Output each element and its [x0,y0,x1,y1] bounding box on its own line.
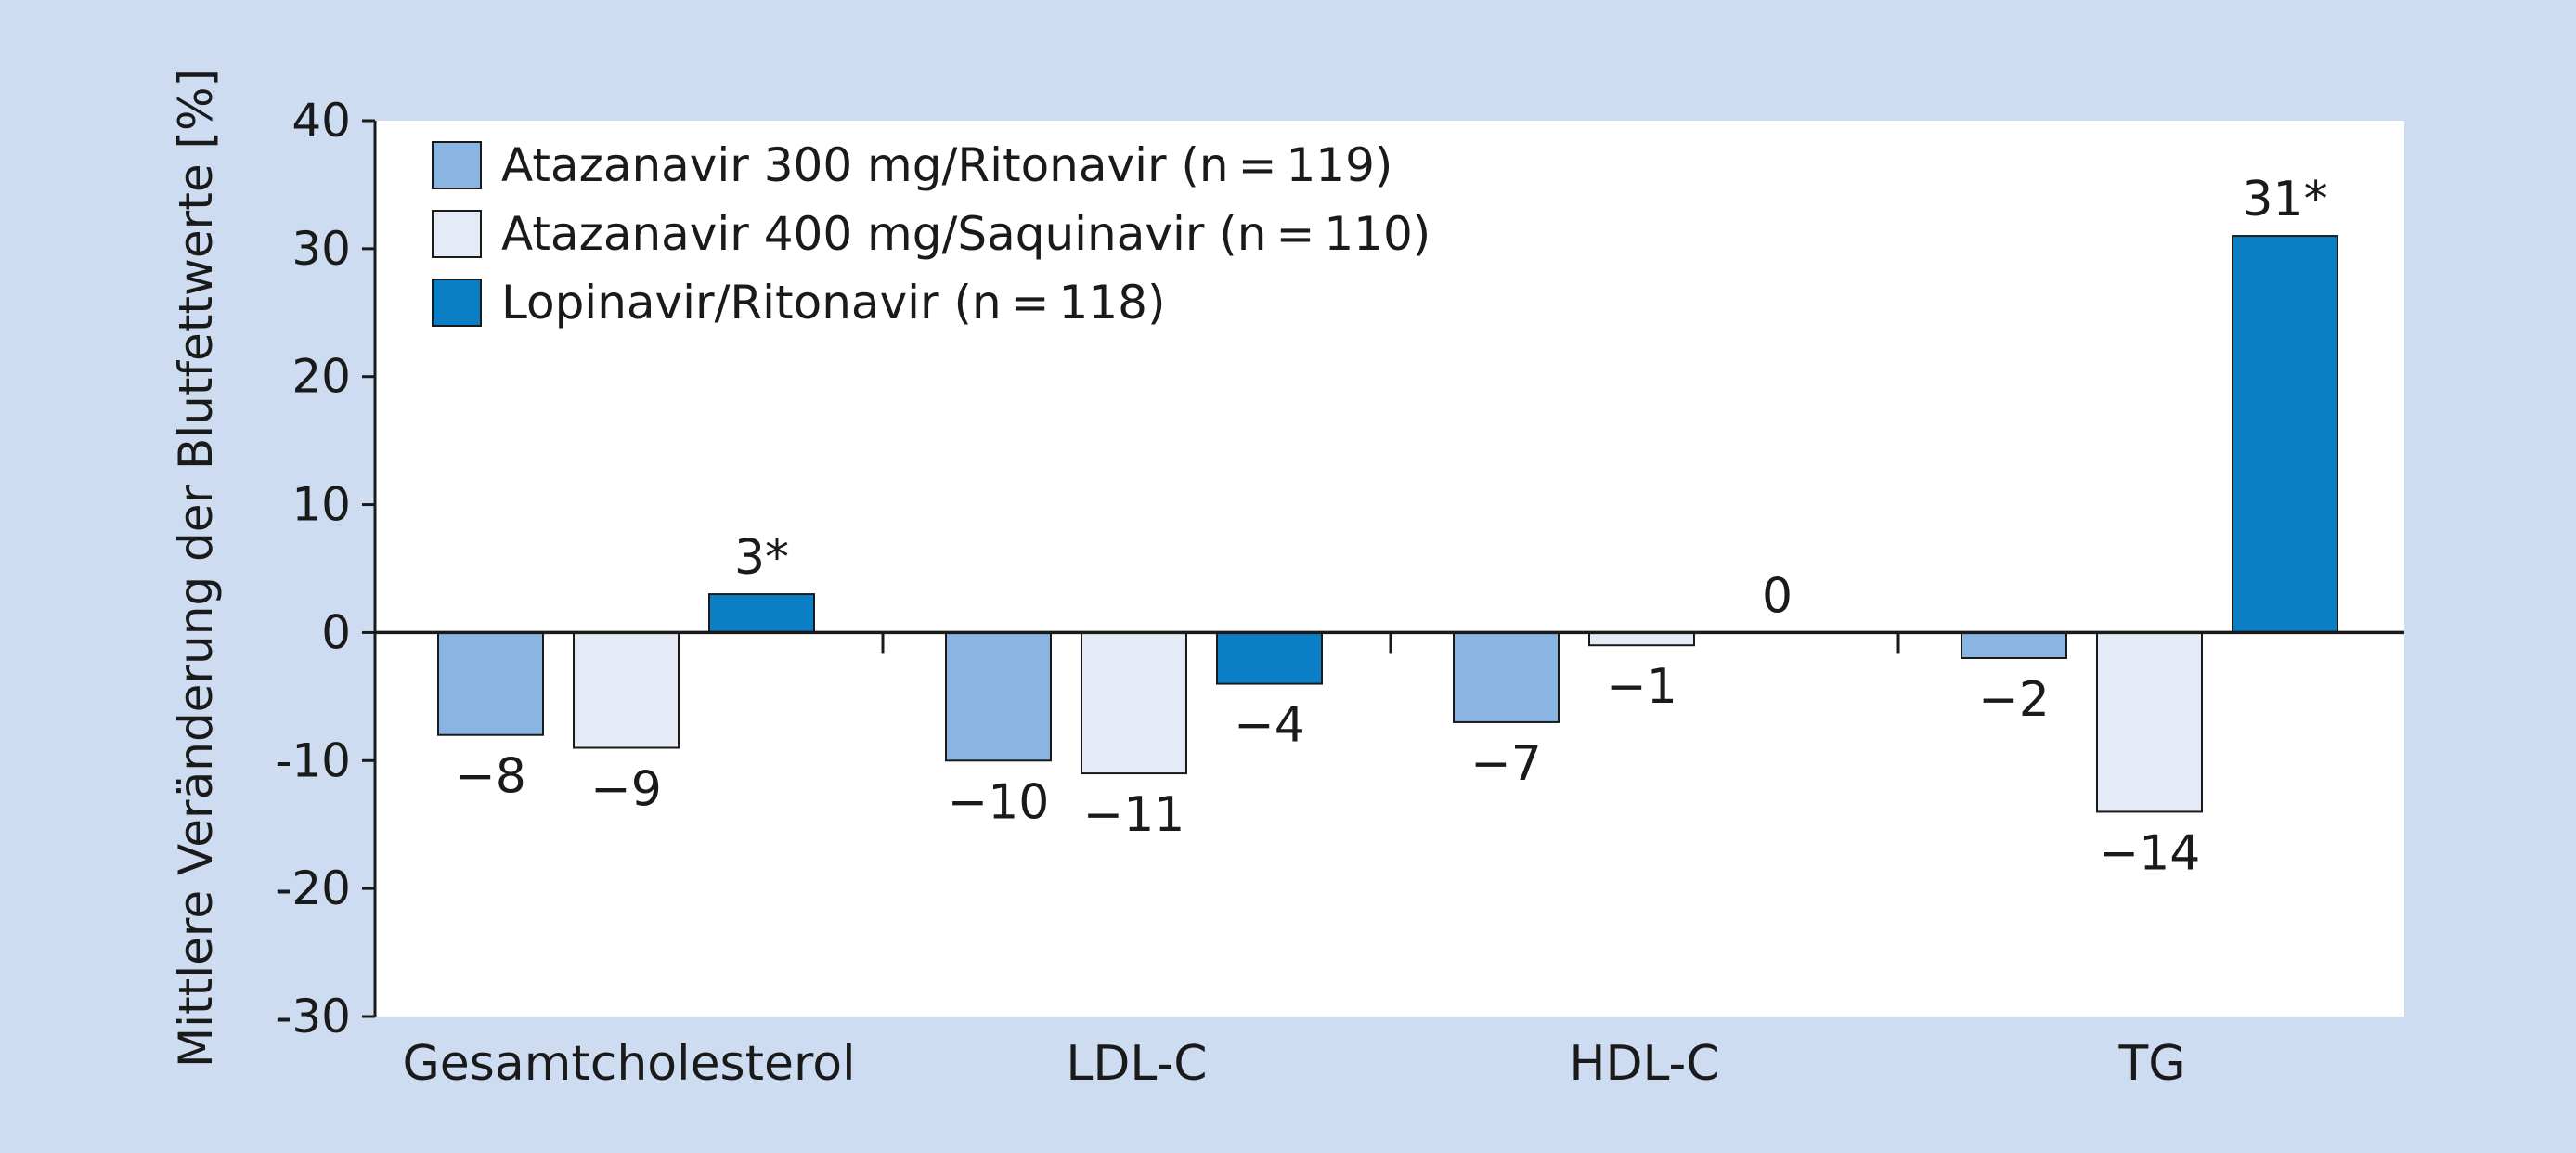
y-tick-label: 40 [291,94,351,148]
x-category-label: TG [2117,1036,2185,1092]
x-category-label: HDL-C [1569,1036,1719,1092]
bar-ldl-c-series-1 [945,631,1052,762]
y-tick-label: 20 [291,350,351,404]
bar-gesamtcholesterol-series-3 [708,593,815,634]
axes-layer: -30 -20 -10 0 10 20 30 40 Gesamtcholesterol LDL-C… [275,94,2404,1092]
bar-tg-series-3 [2232,235,2338,634]
bar-hdl-c-series-1 [1453,631,1560,723]
bar-hdl-c-series-2 [1588,631,1695,647]
bar-ldl-c-series-3 [1216,631,1323,685]
y-axis-label: Mittlere Veränderung der Blutfettwerte [… [169,69,223,1068]
bar-ldl-c-series-2 [1081,631,1187,775]
legend-label: Lopinavir/Ritonavir (n = 118) [501,276,1166,330]
bar-gesamtcholesterol-series-2 [573,631,680,749]
data-label: −2 [1978,672,2050,728]
data-label: −10 [948,774,1050,830]
legend-label: Atazanavir 300 mg/Ritonavir (n = 119) [501,138,1392,192]
data-label: −14 [2099,825,2201,881]
bar-tg-series-1 [1961,631,2067,660]
data-label: −8 [455,749,526,805]
bar-tg-series-2 [2096,631,2203,813]
data-label: −4 [1234,698,1305,754]
legend: Atazanavir 300 mg/Ritonavir (n = 119) Ata… [432,138,1430,330]
data-label: −1 [1606,659,1677,715]
bar-gesamtcholesterol-series-1 [437,631,544,736]
y-tick-label: -30 [275,990,351,1043]
y-tick-label: -10 [275,733,351,787]
data-label: 31* [2242,172,2327,227]
legend-swatch [432,210,482,258]
data-label: −7 [1470,736,1542,792]
legend-swatch [432,141,482,189]
y-tick-label: 10 [291,478,351,532]
legend-label: Atazanavir 400 mg/Saquinavir (n = 110) [501,207,1430,261]
y-tick-label: -20 [275,862,351,915]
legend-swatch [432,279,482,327]
data-label: −11 [1083,787,1185,843]
x-category-label: LDL-C [1066,1036,1207,1092]
x-category-label: Gesamtcholesterol [402,1036,855,1092]
data-label: 3* [734,530,789,586]
y-tick-label: 30 [291,222,351,276]
data-label: −9 [590,762,662,818]
plot-area [375,121,2404,1017]
y-tick-label: 0 [321,605,351,659]
data-label: 0 [1762,568,1793,624]
